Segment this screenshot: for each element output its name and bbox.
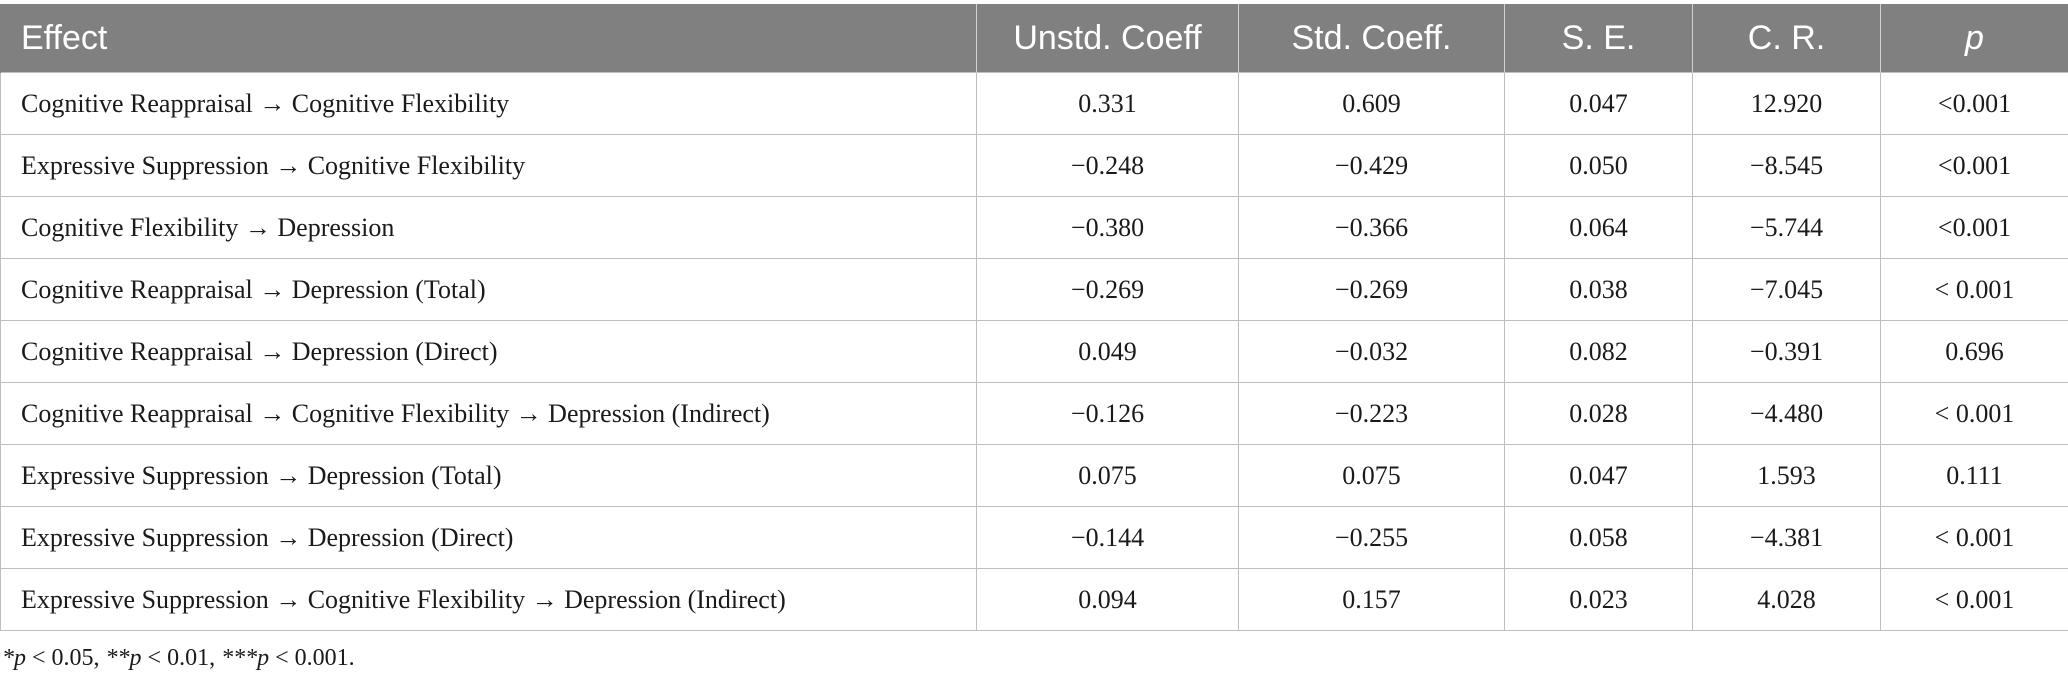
results-table-container: Effect Unstd. Coeff Std. Coeff. S. E. C.… — [0, 4, 2068, 631]
note-text-3: < 0.001. — [269, 645, 355, 671]
table-body: Cognitive Reappraisal → Cognitive Flexib… — [0, 72, 2068, 631]
table-row: Cognitive Reappraisal → Cognitive Flexib… — [0, 72, 2068, 135]
cell-p: 0.111 — [1880, 444, 2068, 507]
cell-unstd-coeff: 0.331 — [976, 72, 1239, 135]
note-sym-3: ***p — [221, 645, 270, 671]
cell-std-coeff: 0.157 — [1238, 568, 1505, 631]
table-row: Expressive Suppression → Depression (Dir… — [0, 506, 2068, 569]
cell-effect: Cognitive Reappraisal → Depression (Tota… — [0, 258, 977, 321]
table-row: Cognitive Reappraisal → Cognitive Flexib… — [0, 382, 2068, 445]
cell-se: 0.028 — [1504, 382, 1693, 445]
cell-cr: −4.480 — [1692, 382, 1881, 445]
cell-unstd-coeff: −0.126 — [976, 382, 1239, 445]
cell-cr: 1.593 — [1692, 444, 1881, 507]
cell-effect: Expressive Suppression → Cognitive Flexi… — [0, 568, 977, 631]
cell-unstd-coeff: −0.248 — [976, 134, 1239, 197]
note-text-2: < 0.01, — [141, 645, 222, 671]
cell-p: <0.001 — [1880, 196, 2068, 259]
note-sym-2: **p — [105, 645, 142, 671]
cell-std-coeff: −0.255 — [1238, 506, 1505, 569]
cell-unstd-coeff: −0.380 — [976, 196, 1239, 259]
cell-effect: Cognitive Reappraisal → Cognitive Flexib… — [0, 382, 977, 445]
cell-cr: −4.381 — [1692, 506, 1881, 569]
cell-p: <0.001 — [1880, 72, 2068, 135]
cell-se: 0.047 — [1504, 444, 1693, 507]
header-se: S. E. — [1504, 4, 1693, 73]
cell-effect: Cognitive Reappraisal → Cognitive Flexib… — [0, 72, 977, 135]
cell-p: <0.001 — [1880, 134, 2068, 197]
table-row: Expressive Suppression → Cognitive Flexi… — [0, 134, 2068, 197]
cell-p: < 0.001 — [1880, 382, 2068, 445]
cell-unstd-coeff: −0.269 — [976, 258, 1239, 321]
table-header: Effect Unstd. Coeff Std. Coeff. S. E. C.… — [0, 4, 2068, 73]
cell-se: 0.047 — [1504, 72, 1693, 135]
header-p: p — [1880, 4, 2068, 73]
cell-se: 0.038 — [1504, 258, 1693, 321]
cell-cr: −5.744 — [1692, 196, 1881, 259]
table-row: Cognitive Reappraisal → Depression (Dire… — [0, 320, 2068, 383]
cell-cr: −0.391 — [1692, 320, 1881, 383]
cell-se: 0.058 — [1504, 506, 1693, 569]
cell-effect: Expressive Suppression → Depression (Dir… — [0, 506, 977, 569]
table-row: Cognitive Flexibility → Depression −0.380… — [0, 196, 2068, 259]
cell-p: < 0.001 — [1880, 506, 2068, 569]
cell-std-coeff: −0.269 — [1238, 258, 1505, 321]
cell-cr: 12.920 — [1692, 72, 1881, 135]
cell-p: < 0.001 — [1880, 258, 2068, 321]
header-cr: C. R. — [1692, 4, 1881, 73]
table-row: Cognitive Reappraisal → Depression (Tota… — [0, 258, 2068, 321]
significance-note: *p < 0.05, **p < 0.01, ***p < 0.001. — [2, 645, 355, 672]
cell-effect: Expressive Suppression → Cognitive Flexi… — [0, 134, 977, 197]
cell-cr: −8.545 — [1692, 134, 1881, 197]
cell-unstd-coeff: 0.094 — [976, 568, 1239, 631]
cell-se: 0.023 — [1504, 568, 1693, 631]
table-row: Expressive Suppression → Cognitive Flexi… — [0, 568, 2068, 631]
header-effect: Effect — [0, 4, 977, 73]
cell-p: < 0.001 — [1880, 568, 2068, 631]
cell-se: 0.064 — [1504, 196, 1693, 259]
cell-p: 0.696 — [1880, 320, 2068, 383]
cell-effect: Cognitive Reappraisal → Depression (Dire… — [0, 320, 977, 383]
table-row: Expressive Suppression → Depression (Tot… — [0, 444, 2068, 507]
header-std-coeff: Std. Coeff. — [1238, 4, 1505, 73]
cell-effect: Expressive Suppression → Depression (Tot… — [0, 444, 977, 507]
cell-std-coeff: −0.429 — [1238, 134, 1505, 197]
cell-std-coeff: −0.032 — [1238, 320, 1505, 383]
cell-se: 0.082 — [1504, 320, 1693, 383]
mediation-effects-table: Effect Unstd. Coeff Std. Coeff. S. E. C.… — [0, 4, 2068, 631]
cell-std-coeff: −0.223 — [1238, 382, 1505, 445]
cell-unstd-coeff: 0.049 — [976, 320, 1239, 383]
cell-std-coeff: 0.609 — [1238, 72, 1505, 135]
note-sym-1: *p — [2, 645, 26, 671]
header-unstd-coeff: Unstd. Coeff — [976, 4, 1239, 73]
cell-unstd-coeff: −0.144 — [976, 506, 1239, 569]
note-text-1: < 0.05, — [26, 645, 106, 671]
header-row: Effect Unstd. Coeff Std. Coeff. S. E. C.… — [0, 4, 2068, 73]
cell-unstd-coeff: 0.075 — [976, 444, 1239, 507]
cell-se: 0.050 — [1504, 134, 1693, 197]
cell-cr: −7.045 — [1692, 258, 1881, 321]
cell-std-coeff: −0.366 — [1238, 196, 1505, 259]
cell-effect: Cognitive Flexibility → Depression — [0, 196, 977, 259]
cell-cr: 4.028 — [1692, 568, 1881, 631]
cell-std-coeff: 0.075 — [1238, 444, 1505, 507]
